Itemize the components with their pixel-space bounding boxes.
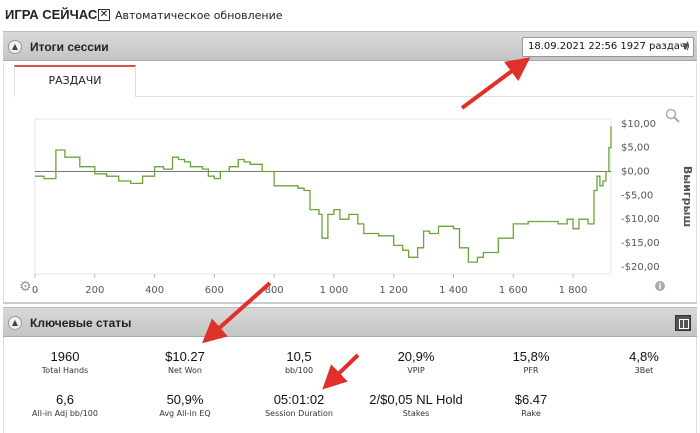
stat-value: 1960 (50, 349, 80, 364)
stat-total-hands: 1960 Total Hands (10, 349, 120, 375)
stat-value: 05:01:02 (273, 392, 325, 407)
stat-label: All-in Adj bb/100 (32, 409, 98, 418)
info-icon (655, 281, 665, 291)
stat-rake: $6.47 Rake (476, 392, 586, 418)
y-tick-label: -$10,00 (621, 214, 660, 225)
x-tick-label: 600 (205, 285, 224, 296)
session-chart-panel: РАЗДАЧИ $10,00 $5,00 $0,00 -$5,00 -$10,00 -$1… (3, 63, 697, 303)
stat-value: 20,9% (397, 349, 435, 364)
stat-bb-100: 10,5 bb/100 (244, 349, 354, 375)
x-tick-label: 1 200 (379, 285, 408, 296)
stat-allin-adj: 6,6 All-in Adj bb/100 (10, 392, 120, 418)
collapse-stats-icon[interactable]: ▲ (8, 316, 22, 330)
stat-label: Stakes (402, 409, 430, 418)
key-stats-title: Ключевые статы (30, 316, 132, 330)
stat-value: 10,5 (286, 349, 312, 364)
stat-stakes: 2/$0,05 NL Hold Stakes (361, 392, 471, 418)
stat-value: 2/$0,05 NL Hold (369, 392, 463, 407)
info-icon-glyph: i (659, 282, 662, 291)
stat-net-won: $10.27 Net Won (130, 349, 240, 375)
x-tick-label: 200 (85, 285, 104, 296)
stat-value: 50,9% (166, 392, 204, 407)
y-tick-label: $5,00 (621, 143, 650, 154)
y-tick-label: $10,00 (621, 119, 656, 130)
stat-session-duration: 05:01:02 Session Duration (244, 392, 354, 418)
chevron-down-icon: ▼ (682, 42, 689, 52)
tab-bar: РАЗДАЧИ (14, 63, 694, 97)
session-panel-header: ▲ Итоги сессии 18.09.2021 22:56 1927 раз… (3, 31, 697, 61)
y-axis-label: Выигрыш (681, 166, 694, 227)
stat-label: Net Won (168, 366, 202, 375)
y-tick-label: -$5,00 (621, 190, 653, 201)
stat-3bet: 4,8% 3Bet (589, 349, 699, 375)
y-tick-label: $0,00 (621, 166, 650, 177)
stat-label: PFR (523, 366, 539, 375)
plot-area (34, 118, 612, 275)
stat-label: bb/100 (284, 366, 314, 375)
stat-label: Session Duration (265, 409, 333, 418)
stat-label: 3Bet (634, 366, 654, 375)
stat-allin-eq: 50,9% Avg All-in EQ (130, 392, 240, 418)
y-tick-label: -$20,00 (621, 262, 660, 273)
session-select[interactable]: 18.09.2021 22:56 1927 раздач) ▼ (522, 37, 694, 57)
layout-toggle-icon[interactable] (675, 315, 691, 331)
page-title: ИГРА СЕЙЧАС (5, 7, 98, 22)
stat-value: $6.47 (514, 392, 548, 407)
key-stats-header: ▲ Ключевые статы (3, 307, 697, 337)
x-tick-label: 1 000 (320, 285, 349, 296)
stat-label: Total Hands (41, 366, 89, 375)
x-tick-label: 1 800 (559, 285, 588, 296)
zoom-icon (665, 108, 680, 123)
x-tick-label: 1 400 (439, 285, 468, 296)
stat-vpip: 20,9% VPIP (361, 349, 471, 375)
x-tick-label: 0 (32, 285, 38, 296)
key-stats-grid: 1960 Total Hands $10.27 Net Won 10,5 bb/… (3, 337, 697, 433)
panel-divider (3, 302, 697, 304)
winnings-line (35, 126, 612, 263)
x-tick-label: 400 (145, 285, 164, 296)
stat-value: 15,8% (512, 349, 550, 364)
stat-label: Avg All-in EQ (159, 409, 211, 418)
gear-icon: ⚙ (19, 279, 32, 295)
stat-label: Rake (521, 409, 541, 418)
top-bar: ИГРА СЕЙЧАС ✕ Автоматическое обновление (0, 0, 700, 30)
tab-hands[interactable]: РАЗДАЧИ (14, 65, 136, 97)
winnings-chart: $10,00 $5,00 $0,00 -$5,00 -$10,00 -$15,00 -$20… (19, 108, 694, 296)
collapse-session-icon[interactable]: ▲ (8, 40, 22, 54)
auto-update-label[interactable]: Автоматическое обновление (115, 9, 283, 22)
x-tick-label: 1 600 (499, 285, 528, 296)
y-tick-label: -$15,00 (621, 238, 660, 249)
auto-update-checkbox[interactable]: ✕ (98, 9, 110, 21)
stat-label: VPIP (407, 366, 425, 375)
x-tick-label: 800 (265, 285, 284, 296)
stat-value: 6,6 (55, 392, 75, 407)
session-panel-title: Итоги сессии (30, 40, 109, 54)
stat-value: 4,8% (629, 349, 659, 364)
session-select-value: 18.09.2021 22:56 1927 раздач) (528, 41, 690, 52)
stat-pfr: 15,8% PFR (476, 349, 586, 375)
stat-value: $10.27 (165, 349, 205, 364)
